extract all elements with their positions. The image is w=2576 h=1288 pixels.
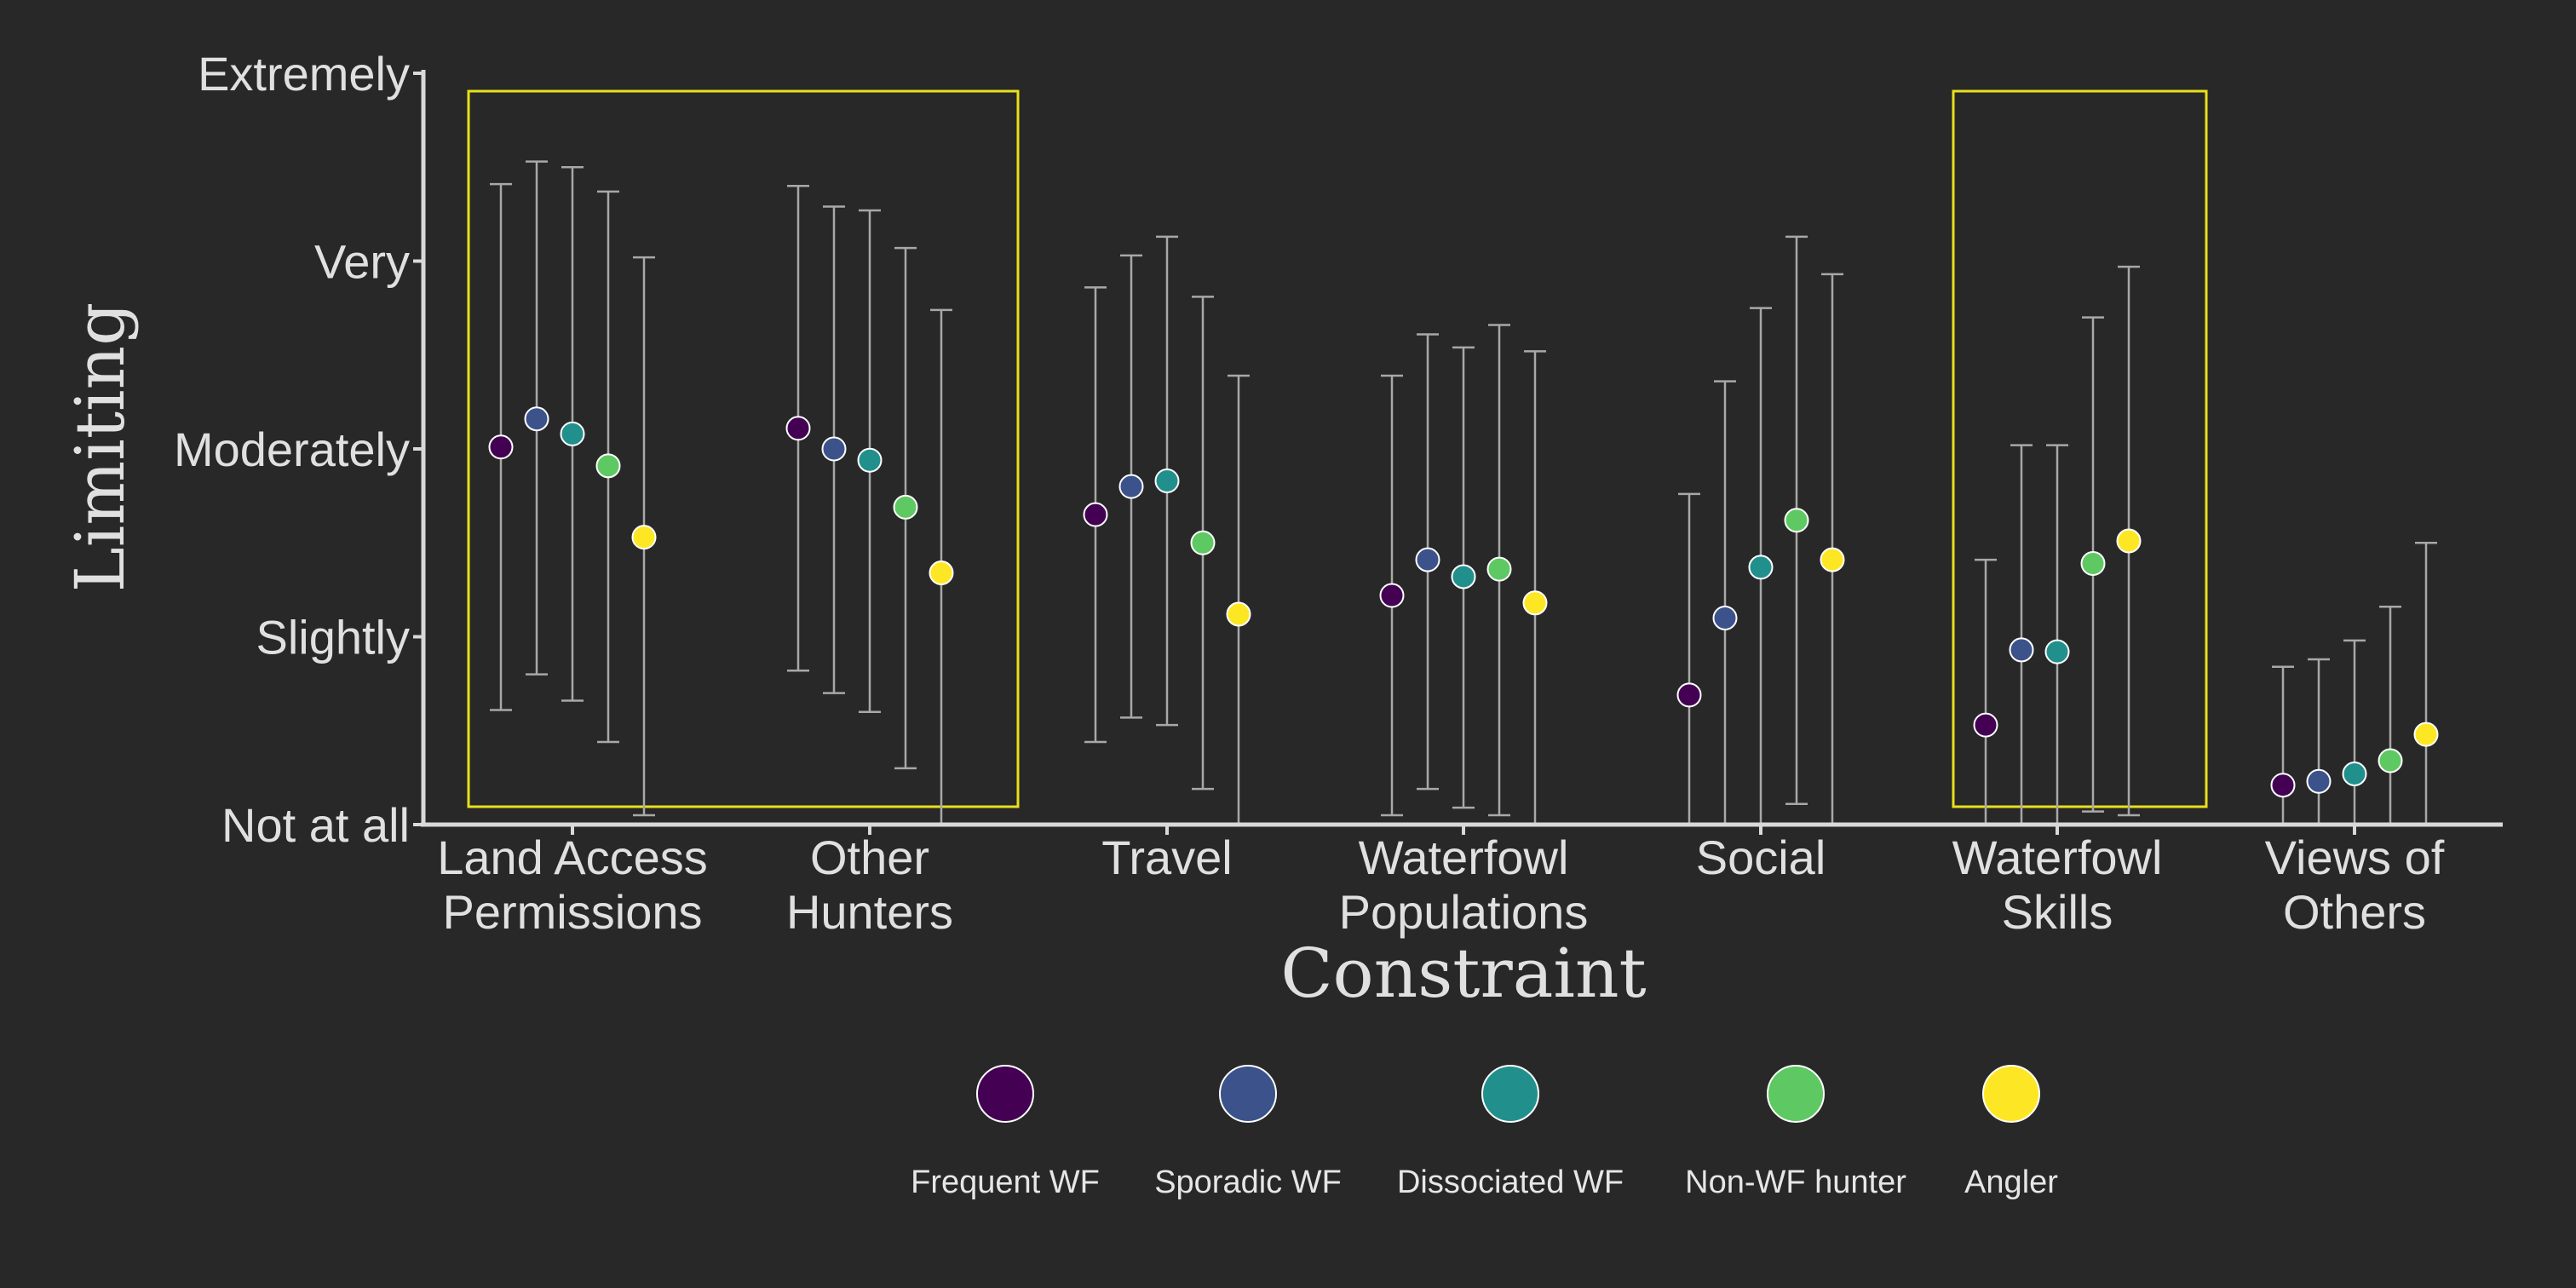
axes: Not at all Slightly Moderately Very Extremel… [174, 47, 2503, 939]
data-point [2342, 761, 2367, 786]
data-point [1748, 555, 1774, 580]
data-point [1451, 564, 1476, 589]
y-tick-label: Moderately [174, 423, 410, 476]
x-axis-title: Constraint [1280, 934, 1646, 1013]
legend-swatch [1982, 1065, 2040, 1123]
legend-label: Angler [1964, 1164, 2058, 1200]
x-tick-label: Others [2283, 885, 2426, 939]
legend-swatch [976, 1065, 1034, 1123]
data-point [1083, 502, 1108, 527]
highlight-box [1952, 89, 2208, 808]
highlight-boxes [467, 89, 2208, 808]
data-point [2270, 773, 2296, 798]
legend-label: Non-WF hunter [1685, 1164, 1906, 1200]
x-tick-label: Populations [1339, 885, 1589, 939]
data-point [560, 421, 585, 446]
y-tick-label: Slightly [256, 611, 410, 664]
legend-swatch [1767, 1065, 1825, 1123]
data-point [893, 494, 918, 520]
data-point [1226, 601, 1251, 627]
data-point [1415, 547, 1440, 572]
data-point [1118, 474, 1144, 499]
data-point [1379, 583, 1405, 608]
data-point [1154, 468, 1180, 493]
x-tick-label: Other [810, 831, 929, 884]
legend-swatch [1219, 1065, 1277, 1123]
data-point [1820, 547, 1845, 572]
data-point [2044, 639, 2070, 664]
legend-label: Frequent WF [911, 1164, 1100, 1200]
data-point [1973, 712, 1998, 738]
data-point [1676, 682, 1702, 708]
data-point [2306, 768, 2332, 794]
x-tick-label: Skills [2002, 885, 2113, 939]
x-tick-label: Travel [1101, 831, 1233, 884]
y-tick-label: Extremely [198, 47, 410, 101]
data-points [488, 406, 2439, 798]
data-point [631, 525, 657, 550]
highlight-box [467, 89, 1020, 808]
data-point [2116, 528, 2142, 554]
legend: Frequent WF Sporadic WF Dissociated WF Non-… [911, 1065, 2058, 1200]
data-point [821, 436, 847, 462]
data-point [1522, 590, 1548, 616]
data-point [2378, 748, 2403, 773]
legend-label: Dissociated WF [1397, 1164, 1624, 1200]
data-point [1784, 508, 1809, 533]
x-tick-label: Views of [2265, 831, 2445, 884]
legend-label: Sporadic WF [1154, 1164, 1342, 1200]
data-point [1486, 556, 1512, 582]
data-point [785, 416, 811, 441]
data-point [1190, 530, 1216, 555]
y-tick-label: Not at all [221, 798, 410, 852]
error-bars [490, 160, 2437, 825]
y-tick-label: Very [314, 235, 410, 289]
data-point [2413, 722, 2439, 747]
x-tick-label: Waterfowl [1359, 831, 1569, 884]
data-point [857, 447, 883, 473]
x-tick-label: Land Access [437, 831, 708, 884]
x-tick-label: Hunters [786, 885, 953, 939]
data-point [595, 453, 621, 479]
legend-swatch [1481, 1065, 1539, 1123]
data-point [2009, 637, 2034, 663]
data-point [1712, 605, 1738, 630]
y-axis-title: Limiting [60, 302, 140, 593]
x-tick-label: Waterfowl [1952, 831, 2163, 884]
x-tick-label: Social [1696, 831, 1826, 884]
data-point [524, 406, 549, 432]
x-tick-label: Permissions [443, 885, 703, 939]
data-point [2080, 551, 2106, 577]
data-point [929, 561, 954, 586]
data-point [488, 434, 514, 460]
